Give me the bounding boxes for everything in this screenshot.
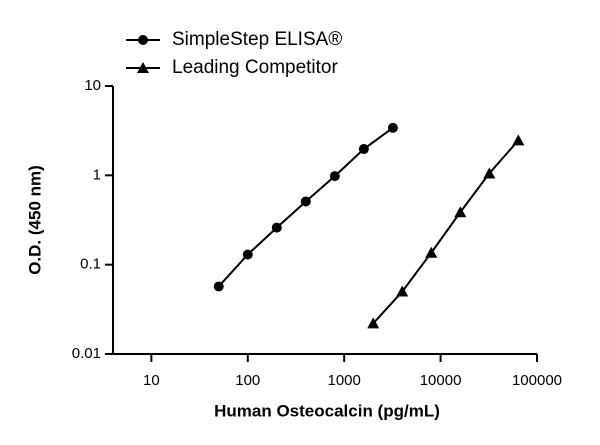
marker — [138, 35, 148, 45]
x-tick-label: 100 — [235, 372, 260, 389]
marker — [425, 246, 438, 258]
marker — [454, 206, 467, 218]
x-tick-label: 100000 — [512, 372, 562, 389]
y-tick-label: 0.1 — [80, 256, 101, 273]
marker — [242, 249, 253, 260]
x-tick-label: 1000 — [327, 372, 360, 389]
y-axis-label: O.D. (450 nm) — [25, 165, 44, 275]
marker — [358, 144, 369, 155]
y-tick-label: 1 — [93, 166, 101, 183]
marker — [483, 167, 496, 179]
marker — [329, 171, 340, 182]
marker — [271, 222, 282, 233]
legend-label: Leading Competitor — [172, 57, 338, 78]
y-tick-label: 10 — [84, 77, 101, 94]
marker — [300, 196, 311, 207]
marker — [396, 285, 409, 297]
x-tick-label: 10 — [143, 372, 160, 389]
series-line — [372, 139, 520, 325]
marker — [137, 62, 149, 73]
x-tick-label: 10000 — [420, 372, 462, 389]
x-axis-label: Human Osteocalcin (pg/mL) — [214, 401, 440, 420]
marker — [213, 281, 224, 292]
marker — [512, 134, 525, 146]
marker — [387, 122, 398, 133]
y-tick-label: 0.01 — [72, 345, 101, 362]
marker — [367, 317, 380, 329]
legend-label: SimpleStep ELISA® — [172, 29, 342, 50]
